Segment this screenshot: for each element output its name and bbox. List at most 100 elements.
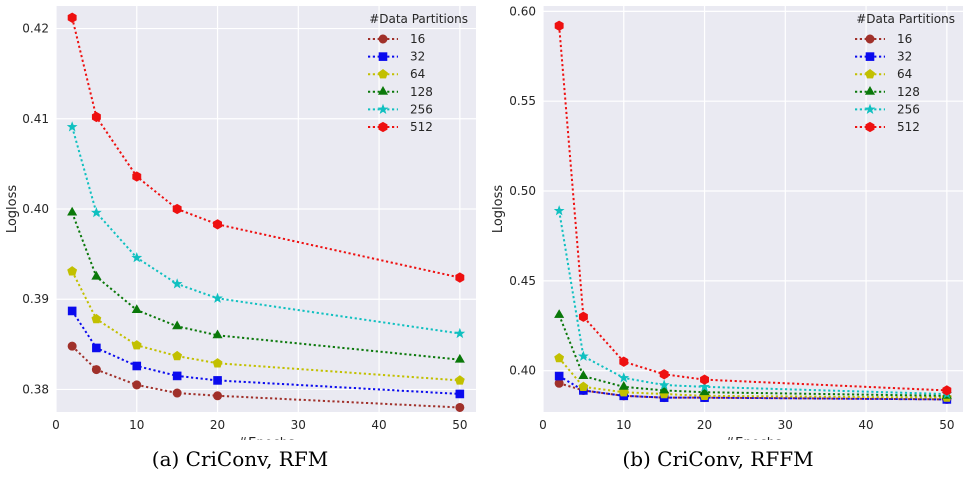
data-point-128 [212, 329, 223, 339]
data-point-64 [454, 375, 465, 385]
data-point-16 [213, 391, 223, 401]
figure: 0 10 20 30 40 50 0.38 0.39 0.40 0.41 0.42 #Epochs Lo… [5, 4, 963, 440]
legend-marker-128 [864, 85, 876, 95]
chart-panel-a: 0 10 20 30 40 50 0.38 0.39 0.40 0.41 0.42 #Epochs Lo… [5, 6, 476, 440]
legend-entry-128: 128 [410, 85, 433, 99]
data-point-128 [67, 206, 78, 216]
data-point-256 [171, 278, 183, 289]
legend-entry-64: 64 [897, 67, 912, 81]
data-point-512 [619, 356, 629, 367]
y-tick-label: 0.41 [22, 112, 49, 126]
legend-entry-32: 32 [410, 50, 425, 64]
legend-entry-16: 16 [897, 32, 912, 46]
data-point-32 [213, 376, 222, 385]
y-tick-label: 0.55 [509, 94, 536, 108]
data-point-128 [554, 309, 565, 318]
data-point-32 [554, 371, 564, 381]
legend-title: #Data Partitions [856, 12, 955, 26]
x-tick-label: 50 [452, 418, 467, 432]
data-point-256 [553, 205, 565, 216]
y-tick-label: 0.45 [509, 274, 536, 288]
data-point-16 [172, 388, 182, 398]
legend-entry-32: 32 [897, 50, 912, 64]
series-line-128 [558, 314, 947, 397]
data-point-512 [659, 369, 669, 380]
series-line-16 [71, 345, 460, 409]
caption-a: (a) CriConv, RFM [151, 447, 329, 471]
data-point-16 [91, 365, 101, 375]
legend-marker-16 [378, 34, 388, 44]
x-axis-label: #Epochs [237, 436, 295, 440]
data-point-32 [172, 371, 182, 381]
legend-marker-512 [865, 121, 875, 133]
data-point-32 [132, 361, 142, 371]
data-point-512 [91, 111, 101, 123]
data-point-64 [91, 313, 102, 324]
data-point-512 [172, 203, 182, 215]
data-point-256 [618, 372, 630, 383]
legend-entry-16: 16 [410, 32, 425, 46]
legend-entry-512: 512 [410, 120, 433, 134]
y-axis-label: Logloss [491, 185, 506, 234]
legend-marker-32 [378, 52, 388, 61]
data-point-256 [131, 252, 143, 263]
legend-marker-128 [377, 85, 389, 95]
y-tick-label: 0.42 [22, 22, 49, 36]
data-point-512 [67, 12, 77, 23]
caption-b: (b) CriConv, RFFM [622, 447, 814, 471]
data-point-64 [212, 358, 223, 368]
data-point-256 [90, 206, 102, 218]
legend-entry-256: 256 [410, 102, 433, 116]
y-tick-label: 0.38 [22, 382, 49, 396]
data-point-512 [578, 311, 588, 322]
data-point-32 [67, 306, 77, 316]
data-point-256 [699, 381, 710, 392]
data-point-64 [67, 266, 78, 276]
data-point-64 [578, 381, 589, 392]
data-point-32 [455, 389, 465, 399]
data-point-128 [699, 386, 710, 396]
x-tick-label: 0 [52, 418, 60, 432]
chart-panel-b: 0 10 20 30 40 50 0.40 0.45 0.50 0.55 0.60 #Epochs Lo… [491, 4, 963, 440]
data-point-512 [213, 219, 222, 230]
x-tick-label: 30 [778, 418, 793, 432]
data-point-128 [131, 304, 142, 313]
data-point-512 [942, 385, 952, 396]
data-point-256 [658, 379, 670, 390]
x-tick-label: 30 [291, 418, 306, 432]
x-tick-label: 10 [616, 418, 631, 432]
data-point-512 [132, 171, 142, 182]
legend-title: #Data Partitions [369, 12, 468, 26]
data-point-128 [91, 270, 102, 280]
y-tick-label: 0.39 [22, 292, 49, 306]
legend-marker-256 [377, 103, 389, 114]
legend-entry-128: 128 [897, 85, 920, 99]
plot-area [543, 6, 963, 412]
legend-marker-16 [865, 34, 875, 44]
data-point-64 [172, 350, 183, 361]
x-tick-label: 0 [539, 418, 547, 432]
data-point-512 [554, 20, 564, 31]
y-tick-label: 0.40 [22, 202, 49, 216]
x-tick-label: 50 [939, 418, 954, 432]
y-axis-label: Logloss [5, 185, 20, 234]
data-point-256 [212, 292, 223, 303]
legend-entry-64: 64 [410, 67, 425, 81]
x-tick-label: 20 [210, 418, 225, 432]
data-point-16 [132, 380, 142, 390]
data-point-128 [659, 384, 670, 394]
legend-marker-64 [865, 69, 875, 79]
data-point-128 [172, 320, 183, 330]
data-point-128 [578, 370, 589, 379]
legend-entry-512: 512 [897, 120, 920, 134]
data-point-64 [554, 352, 565, 363]
x-tick-label: 40 [371, 418, 386, 432]
data-point-16 [67, 341, 77, 351]
legend-marker-32 [865, 52, 875, 61]
series-line-64 [71, 270, 460, 382]
y-tick-label: 0.50 [509, 184, 536, 198]
x-axis-label: #Epochs [724, 436, 782, 440]
data-point-256 [66, 121, 78, 132]
data-point-128 [454, 353, 465, 363]
legend-entry-256: 256 [897, 102, 920, 116]
